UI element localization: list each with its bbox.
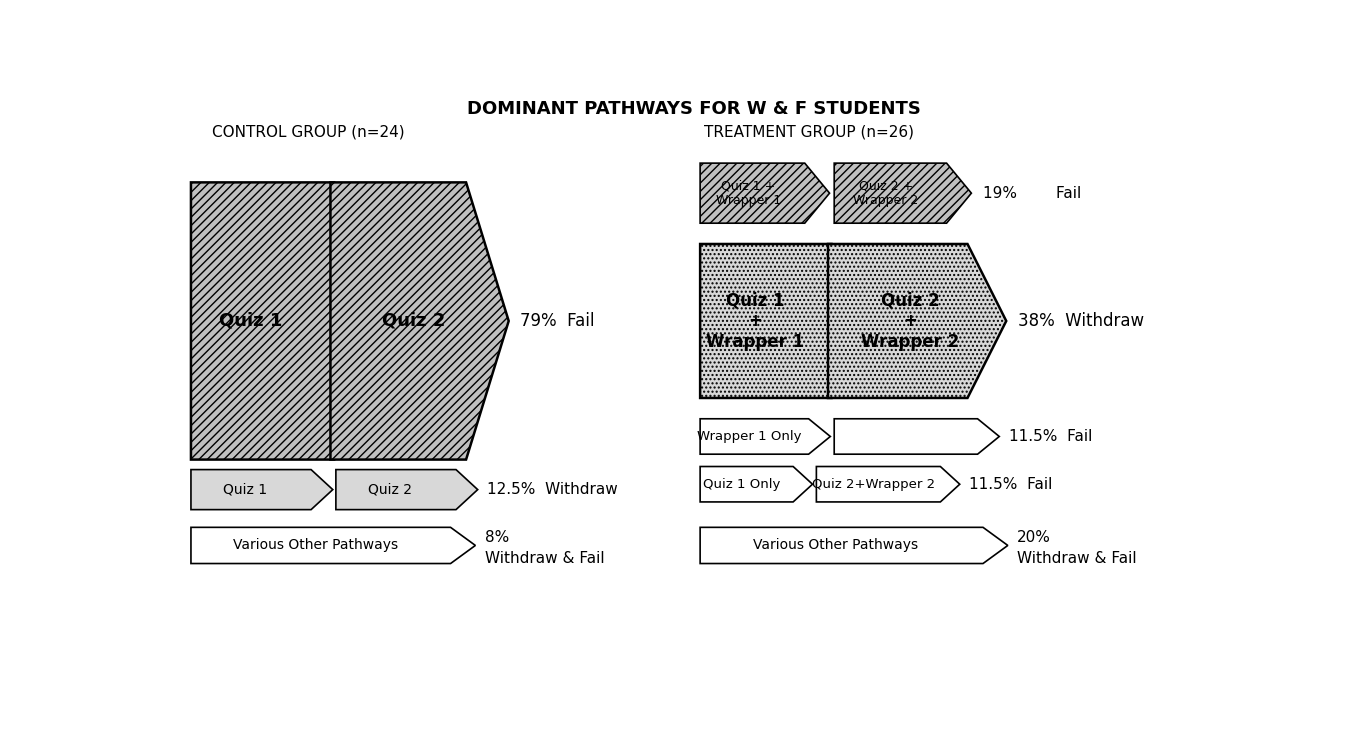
- Polygon shape: [816, 467, 960, 502]
- Polygon shape: [700, 528, 1007, 564]
- Text: Quiz 1: Quiz 1: [219, 312, 283, 330]
- Text: 19%        Fail: 19% Fail: [983, 186, 1082, 200]
- Polygon shape: [191, 182, 376, 460]
- Text: 38%  Withdraw: 38% Withdraw: [1018, 312, 1144, 330]
- Text: Quiz 1: Quiz 1: [223, 483, 267, 497]
- Polygon shape: [834, 419, 999, 454]
- Text: Quiz 1
+
Wrapper 1: Quiz 1 + Wrapper 1: [707, 291, 804, 351]
- Polygon shape: [700, 163, 830, 223]
- Text: Various Other Pathways: Various Other Pathways: [753, 539, 918, 553]
- Text: Quiz 2 +
Wrapper 2: Quiz 2 + Wrapper 2: [853, 179, 918, 207]
- Text: Quiz 2: Quiz 2: [382, 312, 445, 330]
- Polygon shape: [700, 244, 871, 398]
- Text: Quiz 1 +
Wrapper 1: Quiz 1 + Wrapper 1: [716, 179, 781, 207]
- Text: Withdraw & Fail: Withdraw & Fail: [485, 551, 604, 566]
- Polygon shape: [829, 244, 1006, 398]
- Text: DOMINANT PATHWAYS FOR W & F STUDENTS: DOMINANT PATHWAYS FOR W & F STUDENTS: [467, 100, 921, 118]
- Text: 11.5%  Fail: 11.5% Fail: [1009, 429, 1091, 444]
- Polygon shape: [330, 182, 509, 460]
- Text: Quiz 2
+
Wrapper 2: Quiz 2 + Wrapper 2: [861, 291, 960, 351]
- Text: 8%: 8%: [485, 530, 509, 545]
- Text: 79%  Fail: 79% Fail: [520, 312, 594, 330]
- Polygon shape: [700, 419, 830, 454]
- Text: 12.5%  Withdraw: 12.5% Withdraw: [487, 482, 617, 497]
- Text: Withdraw & Fail: Withdraw & Fail: [1017, 551, 1137, 566]
- Polygon shape: [700, 467, 812, 502]
- Text: 20%: 20%: [1017, 530, 1051, 545]
- Text: Quiz 2+Wrapper 2: Quiz 2+Wrapper 2: [812, 478, 936, 491]
- Polygon shape: [191, 528, 475, 564]
- Polygon shape: [834, 163, 971, 223]
- Text: CONTROL GROUP (n=24): CONTROL GROUP (n=24): [211, 125, 405, 139]
- Text: TREATMENT GROUP (n=26): TREATMENT GROUP (n=26): [704, 125, 914, 139]
- Text: Quiz 1 Only: Quiz 1 Only: [703, 478, 781, 491]
- Text: Wrapper 1 Only: Wrapper 1 Only: [697, 430, 802, 443]
- Polygon shape: [336, 469, 478, 509]
- Text: Various Other Pathways: Various Other Pathways: [233, 539, 398, 553]
- Polygon shape: [191, 469, 333, 509]
- Text: 11.5%  Fail: 11.5% Fail: [969, 477, 1052, 492]
- Text: Quiz 2: Quiz 2: [368, 483, 412, 497]
